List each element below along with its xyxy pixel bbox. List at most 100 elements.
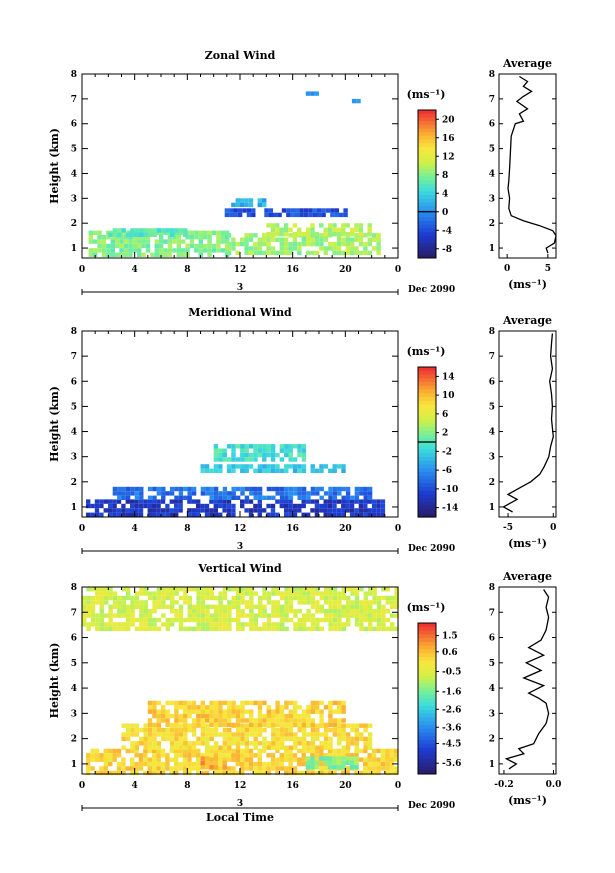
heatmap-cell: [363, 600, 368, 605]
heatmap-cell: [240, 705, 245, 710]
heatmap-cell: [183, 718, 188, 723]
heatmap-cell: [130, 723, 135, 728]
heatmap-cell: [148, 622, 153, 627]
heatmap-cell: [178, 503, 183, 509]
heatmap-cell: [288, 595, 294, 601]
heatmap-cell: [345, 246, 350, 251]
heatmap-cell: [292, 237, 298, 242]
heatmap-cell: [324, 617, 329, 623]
heatmap-cell: [116, 748, 122, 754]
heatmap-cell: [218, 757, 223, 762]
heatmap-cell: [385, 587, 390, 592]
heatmap-cell: [134, 732, 140, 737]
heatmap-cell: [174, 766, 179, 771]
colorbar-swatch: [418, 736, 436, 741]
heatmap-cell: [181, 248, 186, 253]
heatmap-cell: [176, 230, 181, 235]
heatmap-cell: [354, 617, 360, 623]
heatmap-cell: [187, 587, 192, 592]
heatmap-cell: [236, 587, 241, 592]
heatmap-cell: [125, 499, 130, 504]
heatmap-cell: [266, 713, 271, 719]
heatmap-cell: [293, 713, 298, 719]
heatmap-cell: [200, 486, 206, 492]
heatmap-cell: [275, 604, 280, 609]
heatmap-cell: [275, 757, 280, 762]
heatmap-cell: [183, 587, 188, 592]
heatmap-cell: [341, 495, 346, 500]
heatmap-cell: [271, 613, 276, 618]
colorbar-swatch: [418, 246, 436, 252]
heatmap-cell: [204, 468, 210, 473]
heatmap-cell: [117, 495, 122, 500]
heatmap-cell: [139, 622, 144, 627]
heatmap-cell: [266, 241, 271, 247]
heatmap-cell: [134, 741, 140, 746]
colorbar-swatch: [418, 221, 436, 226]
heatmap-cell: [279, 444, 285, 449]
x-tick-label: 12: [234, 524, 247, 534]
heatmap-cell: [165, 713, 170, 719]
heatmap-cell: [358, 227, 364, 232]
heatmap-cell: [159, 239, 164, 244]
heatmap-cell: [262, 202, 267, 208]
heatmap-cell: [165, 761, 170, 767]
colorbar-swatch: [418, 124, 436, 129]
heatmap-cell: [393, 753, 399, 758]
heatmap-cell: [310, 705, 315, 710]
x-tick-label: 4: [132, 524, 138, 534]
heatmap-cell: [94, 499, 100, 504]
heatmap-cell: [332, 604, 338, 609]
heatmap-cell: [143, 761, 148, 767]
heatmap-cell: [101, 243, 107, 249]
heatmap-cell: [253, 741, 258, 746]
colorbar-swatch: [418, 672, 436, 677]
heatmap-cell: [390, 626, 395, 631]
heatmap-cell: [152, 626, 157, 631]
heatmap-cell: [139, 609, 144, 614]
heatmap-cell: [328, 700, 333, 706]
heatmap-cell: [288, 700, 293, 706]
heatmap-cell: [301, 761, 306, 767]
heatmap-cell: [306, 491, 311, 496]
heatmap-cell: [222, 617, 228, 623]
heatmap-cell: [341, 723, 346, 728]
heatmap-cell: [262, 722, 267, 728]
heatmap-cell: [345, 753, 350, 758]
heatmap-cell: [266, 246, 271, 251]
heatmap-cell: [222, 770, 227, 776]
heatmap-cell: [145, 235, 151, 240]
heatmap-cell: [270, 237, 276, 242]
heatmap-cell: [169, 727, 175, 733]
heatmap-cell: [253, 770, 258, 776]
heatmap-cell: [147, 499, 152, 504]
average-y-tick-label: 1: [489, 503, 495, 513]
heatmap-cell: [240, 600, 245, 605]
heatmap-cell: [209, 604, 214, 609]
heatmap-cell: [237, 208, 243, 213]
heatmap-cell: [266, 770, 271, 776]
heatmap-cell: [183, 626, 188, 631]
heatmap-cell: [372, 246, 377, 251]
heatmap-cell: [363, 745, 368, 750]
heatmap-cell: [286, 208, 291, 213]
colorbar-tick-label: -5.6: [442, 759, 461, 769]
heatmap-cell: [301, 499, 306, 504]
heatmap-cell: [253, 766, 258, 771]
heatmap-cell: [314, 760, 319, 766]
heatmap-cell: [367, 723, 373, 728]
heatmap-cell: [205, 587, 210, 592]
heatmap-cell: [220, 239, 225, 244]
heatmap-cell: [302, 587, 307, 592]
heatmap-cell: [297, 609, 302, 614]
heatmap-cell: [301, 237, 306, 242]
heatmap-cell: [132, 235, 137, 240]
heatmap-cell: [314, 232, 320, 237]
heatmap-cell: [275, 736, 280, 742]
heatmap-cell: [310, 756, 315, 761]
heatmap-cell: [292, 223, 298, 228]
heatmap-cell: [336, 760, 341, 766]
heatmap-cell: [266, 464, 271, 469]
heatmap-cell: [279, 495, 285, 500]
